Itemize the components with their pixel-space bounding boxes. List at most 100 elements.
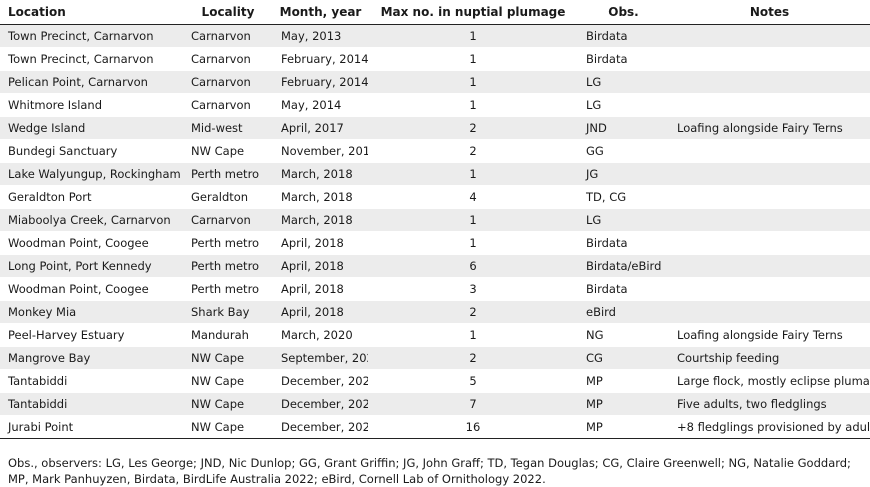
cell-notes: Courtship feeding	[669, 346, 870, 370]
cell-month-year: February, 2014	[273, 47, 368, 71]
observations-table: Location Locality Month, year Max no. in…	[0, 0, 870, 439]
cell-month-year: February, 2014	[273, 70, 368, 94]
cell-month-year: March, 2018	[273, 162, 368, 186]
cell-locality: Carnarvon	[183, 208, 273, 232]
cell-max-number: 1	[368, 208, 578, 232]
cell-month-year: April, 2017	[273, 116, 368, 140]
cell-locality: Carnarvon	[183, 93, 273, 117]
table-row: Peel-Harvey Estuary Mandurah March, 2020 1 N…	[0, 323, 870, 347]
table-row: Lake Walyungup, Rockingham Perth metro Mar…	[0, 162, 870, 186]
cell-notes	[669, 208, 870, 232]
cell-max-number: 4	[368, 185, 578, 209]
cell-notes: Large flock, mostly eclipse plumage	[669, 369, 870, 393]
cell-observers: TD, CG	[578, 185, 669, 209]
cell-locality: Carnarvon	[183, 47, 273, 71]
cell-max-number: 16	[368, 415, 578, 439]
cell-month-year: December, 2021	[273, 392, 368, 416]
cell-locality: Perth metro	[183, 254, 273, 278]
cell-max-number: 3	[368, 277, 578, 301]
cell-notes	[669, 185, 870, 209]
table-row: Monkey Mia Shark Bay April, 2018 2 eBird	[0, 300, 870, 324]
table-row: Town Precinct, Carnarvon Carnarvon Februar…	[0, 47, 870, 71]
cell-observers: Birdata/eBird	[578, 254, 669, 278]
cell-notes: Loafing alongside Fairy Terns	[669, 323, 870, 347]
cell-notes	[669, 47, 870, 71]
cell-location: Miaboolya Creek, Carnarvon	[0, 208, 183, 232]
table-row: Long Point, Port Kennedy Perth metro April…	[0, 254, 870, 278]
cell-notes: Five adults, two fledglings	[669, 392, 870, 416]
cell-max-number: 1	[368, 47, 578, 71]
cell-observers: Birdata	[578, 277, 669, 301]
cell-max-number: 1	[368, 93, 578, 117]
cell-location: Tantabiddi	[0, 392, 183, 416]
table-row: Tantabiddi NW Cape December, 2021 7 MP Five a…	[0, 392, 870, 416]
table-body: Town Precinct, Carnarvon Carnarvon May, 20…	[0, 24, 870, 439]
cell-month-year: March, 2018	[273, 208, 368, 232]
cell-month-year: May, 2013	[273, 24, 368, 48]
table-row: Pelican Point, Carnarvon Carnarvon Februar…	[0, 70, 870, 94]
cell-observers: Birdata	[578, 24, 669, 48]
header-observers: Obs.	[578, 0, 669, 25]
cell-locality: Mandurah	[183, 323, 273, 347]
cell-max-number: 1	[368, 231, 578, 255]
cell-notes	[669, 300, 870, 324]
cell-notes	[669, 231, 870, 255]
table-row: Town Precinct, Carnarvon Carnarvon May, 20…	[0, 24, 870, 48]
cell-max-number: 2	[368, 346, 578, 370]
cell-locality: NW Cape	[183, 139, 273, 163]
cell-observers: Birdata	[578, 231, 669, 255]
cell-max-number: 1	[368, 323, 578, 347]
table-row: Whitmore Island Carnarvon May, 2014 1 LG	[0, 93, 870, 117]
cell-max-number: 1	[368, 24, 578, 48]
cell-locality: Perth metro	[183, 162, 273, 186]
cell-observers: eBird	[578, 300, 669, 324]
table-row: Geraldton Port Geraldton March, 2018 4 TD, C…	[0, 185, 870, 209]
cell-location: Whitmore Island	[0, 93, 183, 117]
cell-notes	[669, 162, 870, 186]
cell-notes: Loafing alongside Fairy Terns	[669, 116, 870, 140]
header-location: Location	[0, 0, 183, 25]
cell-locality: Carnarvon	[183, 70, 273, 94]
cell-locality: Shark Bay	[183, 300, 273, 324]
cell-month-year: April, 2018	[273, 277, 368, 301]
cell-locality: NW Cape	[183, 415, 273, 439]
cell-observers: MP	[578, 369, 669, 393]
cell-locality: NW Cape	[183, 392, 273, 416]
header-locality: Locality	[183, 0, 273, 25]
cell-month-year: September, 2020	[273, 346, 368, 370]
cell-location: Monkey Mia	[0, 300, 183, 324]
cell-max-number: 5	[368, 369, 578, 393]
cell-notes: +8 fledglings provisioned by adults	[669, 415, 870, 439]
cell-max-number: 2	[368, 139, 578, 163]
cell-observers: NG	[578, 323, 669, 347]
cell-month-year: April, 2018	[273, 254, 368, 278]
header-notes: Notes	[669, 0, 870, 25]
cell-location: Pelican Point, Carnarvon	[0, 70, 183, 94]
cell-notes	[669, 70, 870, 94]
cell-location: Bundegi Sanctuary	[0, 139, 183, 163]
cell-notes	[669, 277, 870, 301]
cell-month-year: November, 2017	[273, 139, 368, 163]
table-footnote: Obs., observers: LG, Les George; JND, Ni…	[8, 456, 851, 486]
cell-location: Town Precinct, Carnarvon	[0, 24, 183, 48]
cell-location: Jurabi Point	[0, 415, 183, 439]
cell-max-number: 2	[368, 116, 578, 140]
cell-location: Geraldton Port	[0, 185, 183, 209]
cell-max-number: 7	[368, 392, 578, 416]
cell-location: Mangrove Bay	[0, 346, 183, 370]
cell-observers: JND	[578, 116, 669, 140]
cell-locality: Perth metro	[183, 277, 273, 301]
cell-observers: GG	[578, 139, 669, 163]
cell-observers: MP	[578, 415, 669, 439]
header-max-number: Max no. in nuptial plumage	[368, 0, 578, 25]
cell-month-year: December, 2021	[273, 415, 368, 439]
cell-location: Long Point, Port Kennedy	[0, 254, 183, 278]
cell-location: Town Precinct, Carnarvon	[0, 47, 183, 71]
cell-location: Lake Walyungup, Rockingham	[0, 162, 183, 186]
table-row: Tantabiddi NW Cape December, 2020 5 MP Large …	[0, 369, 870, 393]
cell-month-year: April, 2018	[273, 300, 368, 324]
cell-location: Wedge Island	[0, 116, 183, 140]
cell-location: Peel-Harvey Estuary	[0, 323, 183, 347]
